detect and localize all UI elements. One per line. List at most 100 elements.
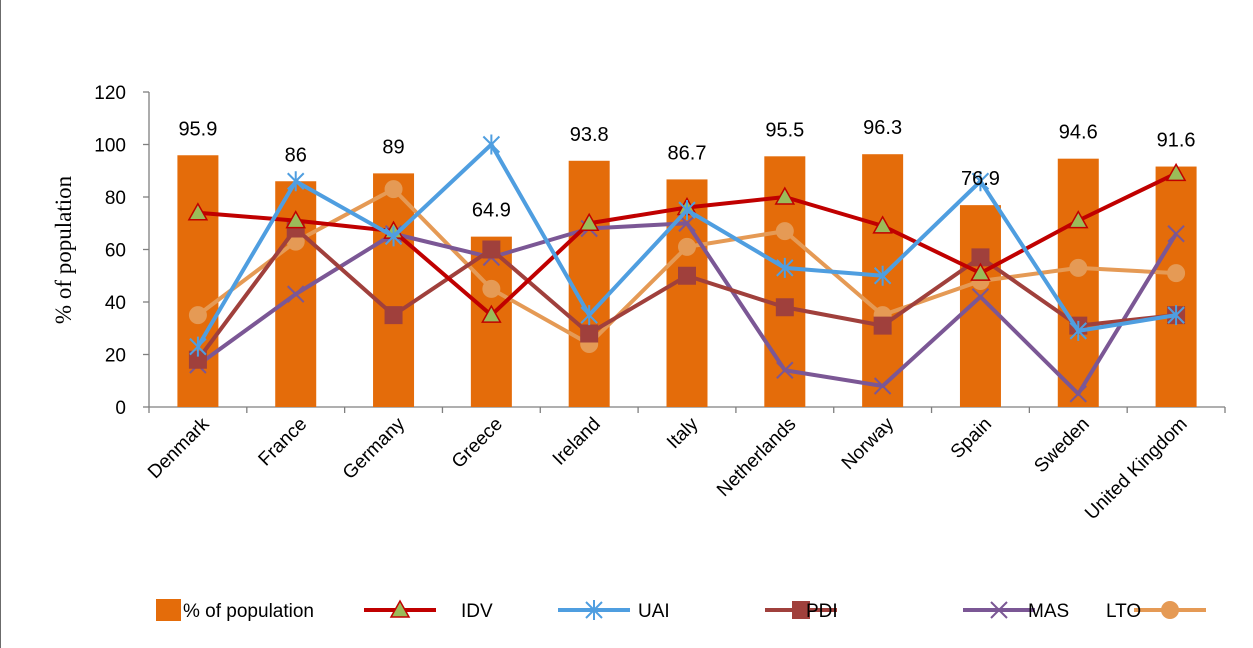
point-lto [188,306,207,325]
point-mas [1167,225,1185,243]
point-pdi [188,350,207,369]
bar-denmark [177,155,219,407]
data-label: 86.7 [668,142,707,164]
point-mas [287,285,305,303]
y-axis-title: % of population [51,175,76,324]
point-pdi [873,316,892,335]
point-uai [1167,305,1185,326]
point-uai [776,257,794,278]
point-lto [1167,264,1186,283]
point-lto [482,279,501,298]
legend-item-mas: MAS [963,601,1069,622]
bar-sweden [1057,158,1099,407]
point-uai [678,200,696,221]
point-idv [970,262,991,281]
point-lto [775,222,794,241]
x-tick-label: France [255,414,312,471]
point-idv [1067,210,1089,229]
legend: % of population IDV UAI PDI MAS LTO [156,599,1206,622]
data-label: 89 [382,136,404,158]
point-uai [287,171,305,192]
data-label: 76.9 [961,168,1000,190]
y-tick-label: 120 [94,83,126,104]
axes: 0 20 40 60 80 100 120 Denmark France Germany Greec… [94,83,1226,524]
legend-marker [1161,601,1179,619]
bar-germany [373,173,415,407]
point-uai [1069,320,1087,341]
x-tick-label: Sweden [1030,414,1093,477]
point-mas [971,288,990,306]
point-uai [971,171,990,192]
x-tick-label: Denmark [144,413,214,483]
data-label: 93.8 [570,124,609,146]
legend-marker [389,599,411,618]
point-uai [482,134,501,155]
y-tick-label: 40 [105,293,126,314]
point-uai [873,265,892,286]
data-label: 86 [285,144,307,166]
point-idv [578,212,600,231]
point-pdi [482,240,501,259]
legend-item-pdi: PDI [765,601,838,622]
data-labels-layer: 95.9 86 89 64.9 93.8 86.7 95.5 96.3 76.9 94.6 91.6 [178,117,1195,221]
y-tick-label: 80 [105,188,126,209]
point-pdi [971,248,990,267]
legend-label: % of population [183,601,314,622]
point-uai [189,336,207,357]
legend-marker [792,601,810,619]
series-pdi [188,219,1186,369]
data-label: 96.3 [863,117,902,139]
x-tick-label: United Kingdom [1081,414,1191,524]
point-mas [873,377,892,395]
point-lto [384,180,403,199]
point-mas [1069,385,1087,403]
x-tick-label: Spain [947,414,996,463]
series-uai [189,134,1185,357]
x-tick-label: Ireland [549,414,605,470]
point-idv [285,210,307,229]
data-label: 95.5 [765,119,804,141]
y-tick-label: 100 [94,136,126,157]
point-idv [774,186,796,205]
legend-item-population: % of population [156,599,314,622]
data-label: 95.9 [178,118,217,140]
legend-label: PDI [806,601,838,622]
bar-spain [959,205,1001,407]
x-tick-label: Greece [448,414,507,473]
data-label: 91.6 [1157,130,1196,152]
x-tick-label: Italy [663,413,703,453]
legend-label: IDV [461,601,493,622]
legend-marker [585,600,603,620]
point-uai [384,226,403,247]
y-tick-label: 20 [105,346,126,367]
x-tick-label: Germany [339,413,409,483]
point-mas [776,361,794,379]
legend-swatch [156,599,181,621]
x-tick-label: Netherlands [713,414,800,501]
point-pdi [775,298,794,317]
point-idv [1165,162,1187,182]
point-idv [481,304,502,323]
point-pdi [580,324,599,343]
data-label: 94.6 [1059,122,1098,144]
legend-item-idv: IDV [364,599,493,622]
point-lto [1069,258,1088,277]
legend-label: LTO [1106,601,1141,622]
point-pdi [678,266,696,285]
bar-united-kingdom [1155,166,1197,407]
lines-layer [187,134,1187,403]
point-uai [580,305,598,326]
bar-ireland [568,160,610,407]
point-idv [187,202,209,221]
data-label: 64.9 [472,200,511,222]
point-pdi [384,306,403,325]
y-tick-label: 60 [105,241,126,262]
legend-item-uai: UAI [558,600,670,622]
legend-marker [990,601,1008,619]
point-idv [872,215,893,234]
y-tick-label: 0 [115,398,126,419]
legend-label: MAS [1028,601,1069,622]
x-tick-label: Norway [838,413,899,474]
